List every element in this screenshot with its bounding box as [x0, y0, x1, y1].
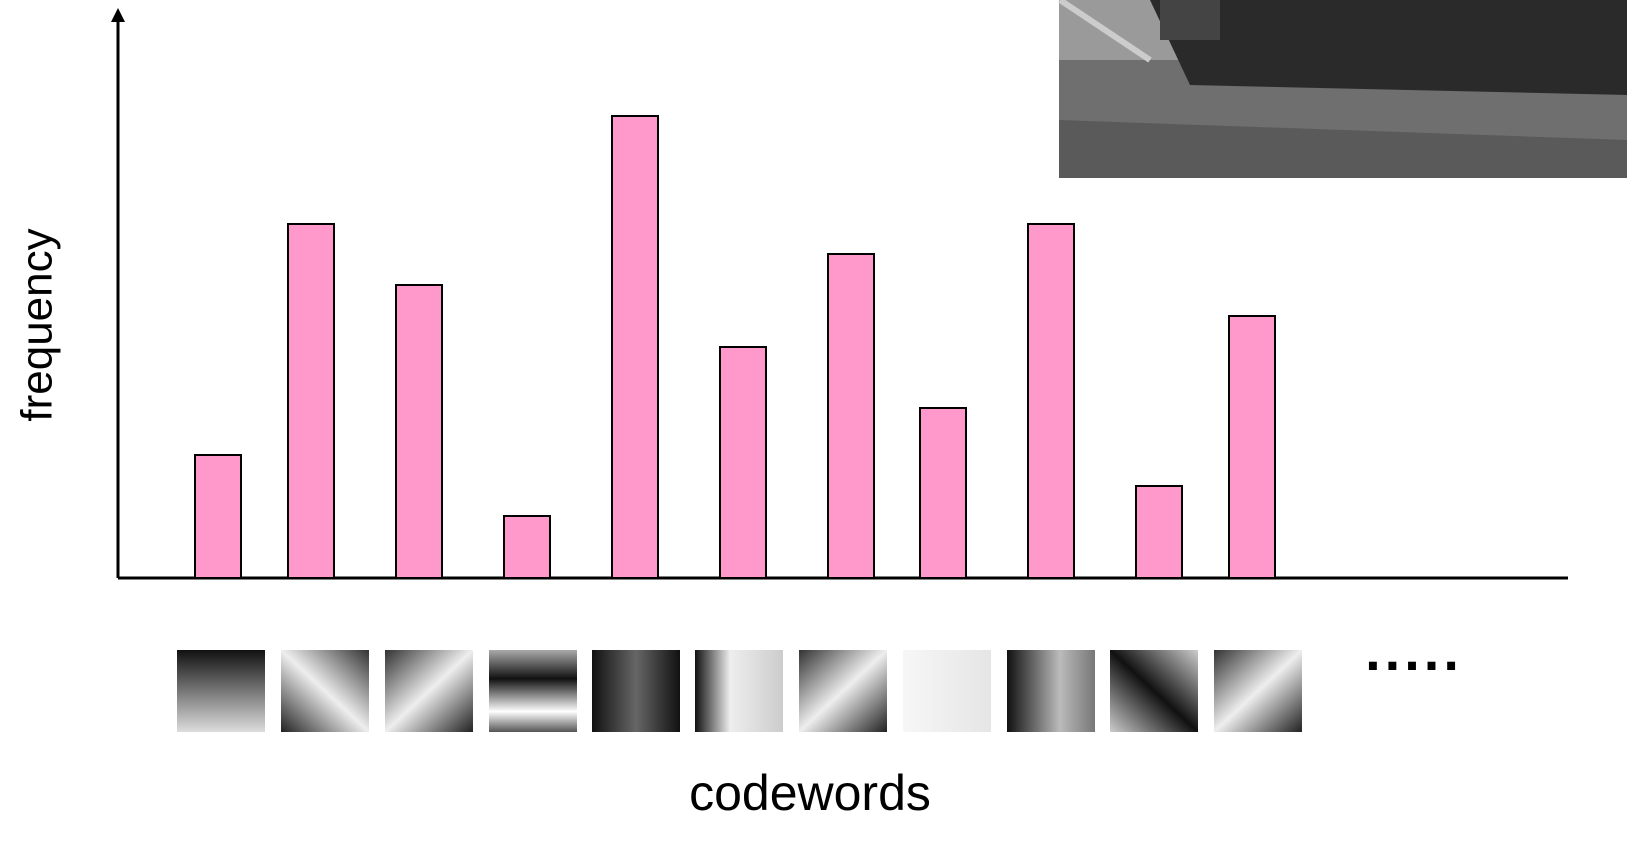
chart: frequency codewords ..... — [0, 0, 1627, 855]
bar — [920, 408, 966, 578]
bar — [828, 254, 874, 578]
bar — [195, 455, 241, 578]
bar — [504, 516, 550, 578]
x-axis-label: codewords — [689, 765, 931, 821]
page: frequency codewords ..... (() => { const… — [0, 0, 1627, 855]
bar — [720, 347, 766, 578]
continuation: ..... — [1365, 619, 1463, 682]
codeword-patches — [177, 650, 1302, 732]
bar — [288, 224, 334, 578]
bar — [612, 116, 658, 578]
bar — [1229, 316, 1275, 578]
y-axis-label: frequency — [13, 228, 62, 421]
bar — [1136, 486, 1182, 578]
bar — [396, 285, 442, 578]
axis-arrow — [111, 8, 125, 22]
photo — [1059, 0, 1627, 178]
bar — [1028, 224, 1074, 578]
